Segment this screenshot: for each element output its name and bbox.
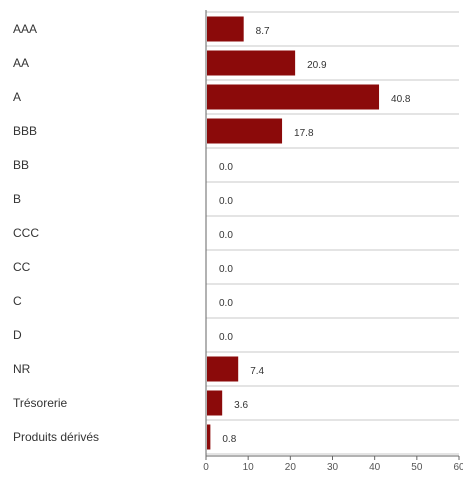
value-label: 0.0 (219, 196, 233, 207)
value-label: 17.8 (294, 128, 314, 139)
value-label: 0.0 (219, 162, 233, 173)
value-label: 20.9 (307, 60, 327, 71)
category-label: AAA (13, 22, 37, 36)
x-tick-label: 0 (203, 462, 209, 473)
x-tick-label: 50 (411, 462, 423, 473)
category-label: BB (13, 158, 29, 172)
bar (207, 356, 239, 382)
value-label: 0.0 (219, 264, 233, 275)
category-label: A (13, 90, 21, 104)
value-label: 0.0 (219, 230, 233, 241)
value-label: 40.8 (391, 94, 411, 105)
category-label: AA (13, 56, 29, 70)
bar (207, 424, 211, 450)
category-label: Trésorerie (13, 396, 68, 410)
value-label: 0.0 (219, 298, 233, 309)
value-label: 3.6 (234, 400, 248, 411)
category-label: CCC (13, 226, 39, 240)
x-tick-label: 60 (453, 462, 463, 473)
x-tick-label: 40 (369, 462, 381, 473)
x-tick-label: 10 (243, 462, 255, 473)
x-tick-label: 30 (327, 462, 339, 473)
category-label: B (13, 192, 21, 206)
category-label: BBB (13, 124, 37, 138)
bar (207, 16, 244, 42)
bar (207, 50, 296, 76)
x-tick-label: 20 (285, 462, 297, 473)
value-label: 0.0 (219, 332, 233, 343)
category-label: Produits dérivés (13, 430, 99, 444)
category-label: CC (13, 260, 31, 274)
bar (207, 118, 283, 144)
category-label: NR (13, 362, 31, 376)
category-label: C (13, 294, 22, 308)
bar (207, 390, 223, 416)
value-label: 7.4 (250, 366, 264, 377)
bar (207, 84, 380, 110)
value-label: 0.8 (222, 434, 236, 445)
category-label: D (13, 328, 22, 342)
value-label: 8.7 (256, 26, 270, 37)
